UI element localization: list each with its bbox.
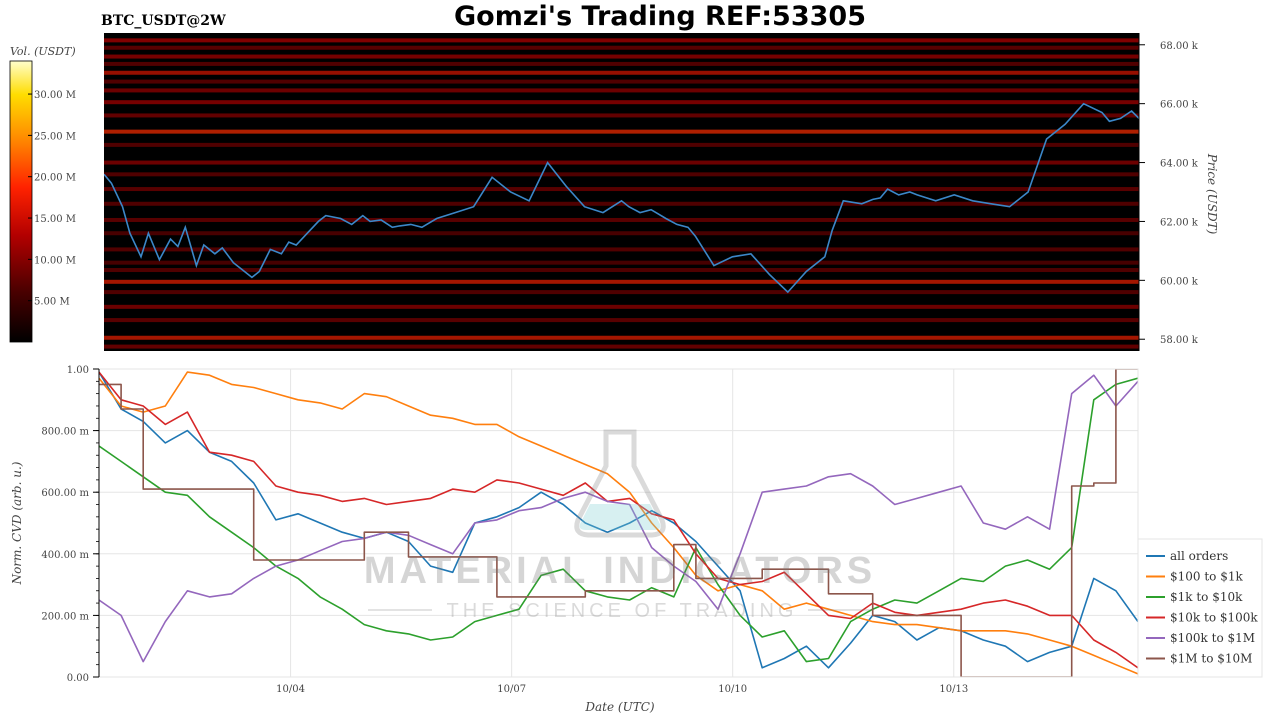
liquidity-band bbox=[104, 187, 1139, 192]
liquidity-band bbox=[104, 113, 1139, 118]
liquidity-band bbox=[104, 260, 1139, 265]
heatmap-y-tick-label: 58.00 k bbox=[1160, 335, 1199, 346]
colorbar-label: Vol. (USDT) bbox=[10, 45, 76, 58]
liquidity-band bbox=[104, 279, 1139, 284]
cvd-y-tick-label: 800.00 m bbox=[41, 427, 89, 438]
colorbar-tick-label: 5.00 M bbox=[34, 297, 70, 308]
heatmap-panel: 58.00 k 60.00 k 62.00 k 64.00 k 66.00 k 68.00… bbox=[104, 33, 1219, 351]
cvd-y-tick-label: 0.00 bbox=[67, 673, 89, 684]
cvd-series-line bbox=[99, 374, 1138, 663]
cvd-series-line bbox=[99, 377, 1138, 663]
heatmap-y-tick-label: 62.00 k bbox=[1160, 217, 1199, 228]
cvd-x-tick-label: 10/10 bbox=[718, 684, 747, 695]
liquidity-band bbox=[104, 304, 1139, 309]
liquidity-band bbox=[104, 231, 1139, 236]
cvd-series-line bbox=[99, 369, 1138, 677]
watermark: MATERIAL INDICATORS THE SCIENCE OF TRADI… bbox=[364, 429, 876, 622]
liquidity-band bbox=[104, 38, 1139, 43]
liquidity-band bbox=[104, 45, 1139, 50]
liquidity-band bbox=[104, 335, 1139, 340]
cvd-y-tick-label: 400.00 m bbox=[41, 550, 89, 561]
liquidity-band bbox=[104, 142, 1139, 147]
legend-label: $100k to $1M bbox=[1170, 631, 1255, 645]
cvd-series-line bbox=[99, 371, 1138, 669]
cvd-y-tick-label: 200.00 m bbox=[41, 611, 89, 622]
liquidity-band bbox=[104, 129, 1139, 134]
colorbar-tick-label: 15.00 M bbox=[34, 214, 76, 225]
liquidity-band bbox=[104, 61, 1139, 66]
cvd-plot-area bbox=[99, 369, 1138, 677]
heatmap-background bbox=[104, 33, 1139, 351]
cvd-y-tick-label: 600.00 m bbox=[41, 488, 89, 499]
colorbar: Vol. (USDT) 5.00 M 10.00 M 15.00 M 20.00 M 2… bbox=[9, 45, 76, 343]
liquidity-band bbox=[104, 172, 1139, 177]
watermark-title: MATERIAL INDICATORS bbox=[364, 550, 876, 592]
liquidity-band bbox=[104, 54, 1139, 59]
liquidity-band bbox=[104, 247, 1139, 252]
heatmap-y-tick-label: 66.00 k bbox=[1160, 100, 1199, 111]
price-line bbox=[104, 102, 1139, 294]
symbol-label: BTC_USDT@2W bbox=[101, 13, 226, 29]
liquidity-band bbox=[104, 318, 1139, 323]
legend-label: $10k to $100k bbox=[1170, 611, 1258, 625]
heatmap-y-tick-label: 60.00 k bbox=[1160, 276, 1199, 287]
colorbar-tick-label: 30.00 M bbox=[34, 90, 76, 101]
liquidity-band bbox=[104, 70, 1139, 75]
liquidity-band bbox=[104, 290, 1139, 295]
cvd-series-line bbox=[99, 371, 1138, 675]
cvd-x-tick-label: 10/07 bbox=[497, 684, 526, 695]
colorbar-gradient bbox=[9, 60, 33, 343]
colorbar-tick-label: 25.00 M bbox=[34, 131, 76, 142]
liquidity-band bbox=[104, 344, 1139, 349]
flask-icon bbox=[574, 429, 666, 538]
colorbar-tick-label: 10.00 M bbox=[34, 255, 76, 266]
cvd-series-line bbox=[99, 371, 1138, 669]
cvd-y-axis-title: Norm. CVD (arb. u.) bbox=[10, 461, 24, 585]
legend-label: $1M to $10M bbox=[1170, 652, 1252, 666]
legend-box bbox=[1137, 538, 1263, 678]
colorbar-tick-label: 20.00 M bbox=[34, 173, 76, 184]
cvd-legend: all orders $100 to $1k $1k to $10k $10k to … bbox=[1137, 538, 1263, 678]
legend-label: $1k to $10k bbox=[1170, 590, 1243, 604]
heatmap-y-tick-label: 68.00 k bbox=[1160, 41, 1199, 52]
liquidity-band bbox=[104, 88, 1139, 93]
watermark-subtitle: THE SCIENCE OF TRADING bbox=[447, 600, 798, 622]
liquidity-band bbox=[104, 201, 1139, 206]
heatmap-y-tick-label: 64.00 k bbox=[1160, 159, 1199, 170]
cvd-x-axis-title: Date (UTC) bbox=[584, 700, 654, 714]
liquidity-band bbox=[104, 217, 1139, 222]
liquidity-band bbox=[104, 160, 1139, 165]
liquidity-band bbox=[104, 268, 1139, 273]
cvd-x-tick-label: 10/13 bbox=[939, 684, 968, 695]
heatmap-y-axis-title: Price (USDT) bbox=[1205, 153, 1219, 235]
liquidity-band bbox=[104, 79, 1139, 84]
legend-label: $100 to $1k bbox=[1170, 570, 1243, 584]
legend-label: all orders bbox=[1170, 549, 1228, 563]
cvd-y-tick-label: 1.00 bbox=[67, 365, 89, 376]
cvd-panel: 0.00 200.00 m 400.00 m 600.00 m 800.00 m 1.00… bbox=[10, 365, 1139, 714]
cvd-x-tick-label: 10/04 bbox=[276, 684, 305, 695]
chart-title: Gomzi's Trading REF:53305 bbox=[454, 1, 866, 32]
liquidity-band bbox=[104, 100, 1139, 105]
